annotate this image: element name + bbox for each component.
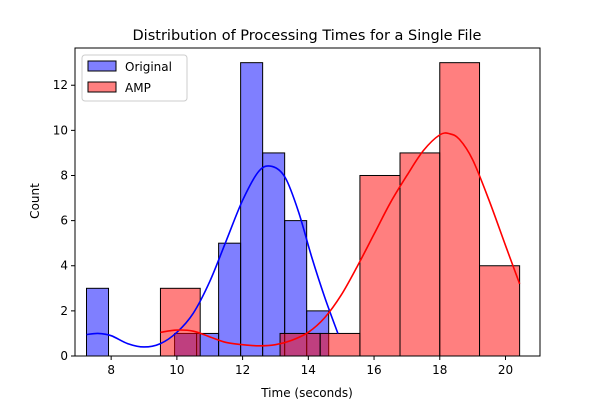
y-tick-label-2: 2 bbox=[60, 304, 68, 318]
legend: Original AMP bbox=[81, 54, 188, 102]
x-axis-label: Time (seconds) bbox=[260, 386, 353, 400]
y-tick-label-6: 6 bbox=[60, 214, 68, 228]
bar-original-0 bbox=[86, 287, 110, 357]
x-tick-label-10: 10 bbox=[169, 363, 184, 377]
y-tick-label-10: 10 bbox=[53, 123, 68, 137]
bar-original-6 bbox=[218, 242, 242, 357]
y-tick-label-12: 12 bbox=[53, 78, 68, 92]
x-tick-label-8: 8 bbox=[107, 363, 115, 377]
y-tick-label-0: 0 bbox=[60, 349, 68, 363]
plot-area: 8 10 12 14 16 18 20 0 2 4 6 8 10 12 bbox=[53, 47, 541, 377]
chart-title: Distribution of Processing Times for a S… bbox=[133, 28, 482, 44]
legend-label-amp: AMP bbox=[125, 81, 151, 95]
y-axis-label: Count bbox=[28, 183, 42, 219]
bar-amp-6 bbox=[399, 152, 441, 357]
y-tick-label-8: 8 bbox=[60, 168, 68, 182]
bar-amp-0 bbox=[159, 287, 201, 357]
x-tick-label-12: 12 bbox=[235, 363, 250, 377]
y-tick-label-4: 4 bbox=[60, 259, 68, 273]
series-amp-bars bbox=[159, 62, 521, 357]
bar-original-7 bbox=[240, 62, 264, 357]
bar-original-8 bbox=[262, 152, 286, 357]
x-tick-label-20: 20 bbox=[498, 363, 513, 377]
legend-label-original: Original bbox=[125, 60, 172, 74]
x-tick-label-18: 18 bbox=[432, 363, 447, 377]
x-tick-label-16: 16 bbox=[366, 363, 381, 377]
bar-amp-4 bbox=[319, 332, 361, 357]
kde-curve-amp bbox=[160, 132, 521, 347]
legend-swatch-original bbox=[87, 60, 117, 72]
legend-swatch-amp bbox=[87, 81, 117, 93]
series-original-bars bbox=[86, 62, 330, 357]
kde-curve-original bbox=[86, 165, 339, 348]
axes-frame bbox=[74, 47, 541, 357]
bar-amp-5 bbox=[359, 174, 401, 357]
bar-amp-8 bbox=[479, 265, 521, 357]
bar-amp-7 bbox=[439, 62, 481, 357]
x-tick-label-14: 14 bbox=[301, 363, 316, 377]
